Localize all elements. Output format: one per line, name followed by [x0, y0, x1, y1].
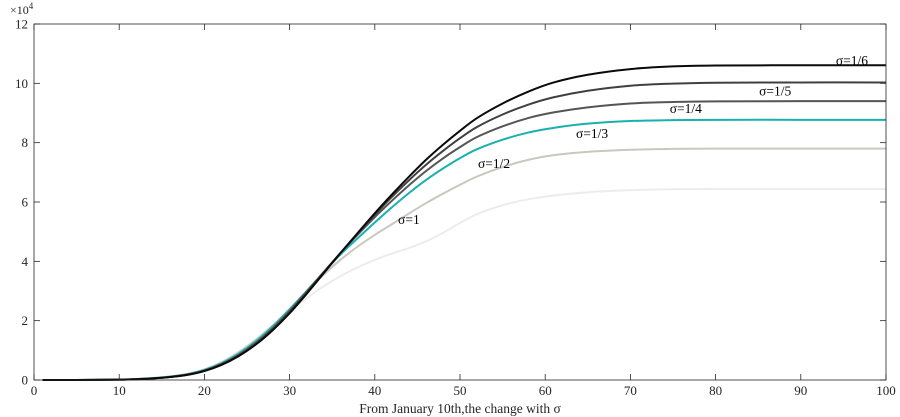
y-tick-label: 6: [22, 195, 29, 210]
x-axis-title: From January 10th,the change with σ: [359, 401, 561, 416]
series-label-6: σ=1/6: [836, 53, 868, 68]
x-tick-label: 20: [198, 383, 211, 398]
series-line-6: [42, 64, 887, 382]
x-tick-label: 50: [454, 383, 467, 398]
y-axis-multiplier: ×104: [10, 1, 34, 17]
x-tick-label: 30: [283, 383, 296, 398]
y-multiplier-exponent: 4: [29, 1, 34, 11]
y-tick-label: 4: [22, 254, 29, 269]
x-tick-label: 70: [624, 383, 637, 398]
x-tick-label: 80: [709, 383, 722, 398]
x-tick-label: 90: [794, 383, 807, 398]
series-label-1: σ=1: [398, 212, 420, 227]
x-tick-label: 10: [113, 383, 126, 398]
y-tick-label: 10: [15, 76, 28, 91]
series-labels: σ=1 σ=1/2 σ=1/3 σ=1/4 σ=1/5 σ=1/6: [398, 53, 868, 227]
series-label-3: σ=1/3: [576, 126, 608, 141]
y-axis: 0 2 4 6 8 10 12: [15, 17, 886, 388]
series-layer: [42, 64, 887, 382]
series-label-4: σ=1/4: [670, 101, 702, 116]
y-tick-label: 8: [22, 135, 29, 150]
series-label-2: σ=1/2: [478, 156, 510, 171]
series-label-5: σ=1/5: [759, 84, 791, 99]
y-tick-label: 12: [15, 17, 28, 32]
plot-area: [34, 24, 886, 380]
y-multiplier-base: ×10: [10, 3, 29, 17]
y-tick-label: 0: [22, 373, 29, 388]
y-tick-label: 2: [22, 313, 29, 328]
x-tick-label: 0: [31, 383, 38, 398]
x-axis: 0 10 20 30 40 50 60 70 80 90 100: [31, 24, 896, 398]
x-tick-label: 60: [539, 383, 552, 398]
x-tick-label: 40: [368, 383, 381, 398]
x-tick-label: 100: [876, 383, 896, 398]
